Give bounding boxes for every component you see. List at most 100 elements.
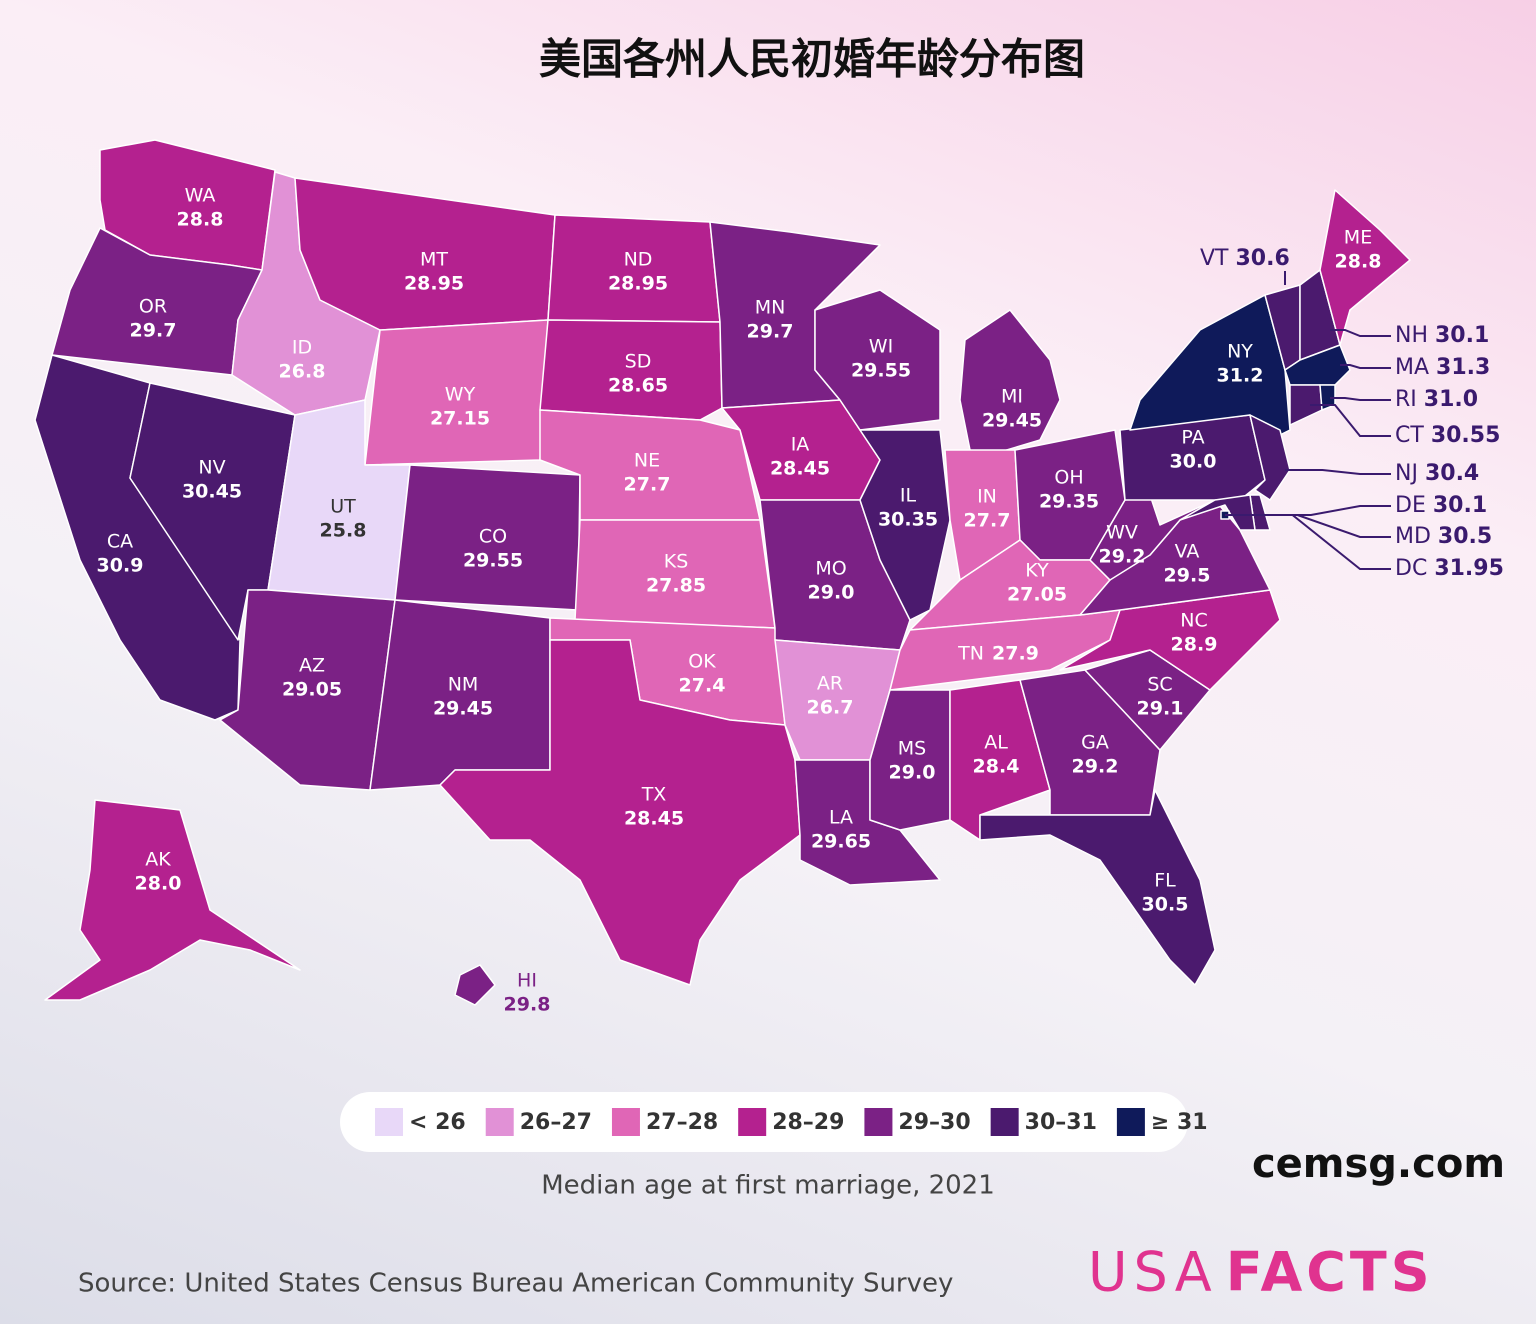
state-value: 28.95	[404, 273, 464, 295]
state	[814, 289, 941, 431]
state-value: 29.65	[811, 831, 871, 853]
state-abbr: GA	[1081, 732, 1109, 754]
state-value: 28.45	[624, 808, 684, 830]
state-value: 29.7	[130, 320, 177, 342]
state-abbr: WA	[185, 185, 216, 207]
state-abbr: SC	[1147, 674, 1172, 696]
state-value: 28.8	[1335, 251, 1382, 273]
legend-swatch	[990, 1108, 1019, 1136]
callout-line	[1262, 505, 1391, 516]
state	[44, 799, 301, 1001]
state-abbr: DC	[1395, 556, 1427, 581]
state-value: 29.5	[1164, 565, 1211, 587]
state-value: 30.6	[1236, 246, 1290, 271]
state-value: 28.4	[973, 756, 1020, 778]
state-value: 30.4	[1425, 461, 1479, 486]
state-value: 26.8	[279, 361, 326, 383]
callout-line	[1330, 329, 1391, 337]
legend-label: ≥ 31	[1151, 1110, 1208, 1135]
state-abbr: OR	[139, 296, 167, 318]
legend-label: 30–31	[1025, 1110, 1097, 1135]
state-value: 27.9	[992, 643, 1039, 665]
state-abbr: HI	[517, 970, 537, 992]
state-abbr: NC	[1180, 610, 1207, 632]
state-value: 25.8	[320, 520, 367, 542]
state-abbr: FL	[1154, 870, 1176, 892]
state-value: 28.95	[608, 273, 668, 295]
state-abbr: MO	[815, 558, 846, 580]
state-value: 28.0	[135, 873, 182, 895]
legend-swatch	[738, 1108, 767, 1136]
state-abbr: MI	[1001, 386, 1023, 408]
state-value: 30.0	[1170, 451, 1217, 473]
state-value: 29.7	[747, 321, 794, 343]
state-value: 30.1	[1433, 493, 1487, 518]
legend-label: 26–27	[520, 1110, 592, 1135]
watermark: cemsg.com	[1252, 1141, 1505, 1187]
legend-label: 28–29	[772, 1110, 844, 1135]
state-value: 28.45	[770, 458, 830, 480]
state-value: 30.1	[1435, 323, 1489, 348]
state	[1059, 589, 1281, 691]
callout-line	[1225, 514, 1391, 570]
state-abbr: TX	[641, 784, 667, 806]
state	[979, 789, 1216, 986]
title: 美国各州人民初婚年龄分布图	[539, 35, 1085, 84]
caption: Median age at first marriage, 2021	[541, 1171, 995, 1201]
state-abbr: AZ	[299, 655, 325, 677]
state-value: 30.35	[878, 509, 938, 531]
state-value: 31.0	[1424, 387, 1478, 412]
state-abbr: WI	[869, 336, 893, 358]
legend-swatch	[864, 1108, 893, 1136]
state-abbr: CT	[1395, 423, 1424, 448]
state-abbr: NV	[198, 457, 225, 479]
callout-line	[1285, 469, 1391, 475]
source: Source: United States Census Bureau Amer…	[78, 1269, 953, 1299]
state-value: 31.3	[1436, 355, 1490, 380]
legend-label: < 26	[409, 1110, 466, 1135]
state-value: 29.35	[1039, 491, 1099, 513]
state-value: 28.9	[1171, 634, 1218, 656]
state-abbr: ND	[624, 249, 653, 271]
state-value: 31.95	[1434, 556, 1504, 581]
state-value: 27.15	[430, 408, 490, 430]
state-abbr: ME	[1344, 227, 1372, 249]
state-abbr: NH	[1395, 323, 1428, 348]
state-value: 29.55	[851, 360, 911, 382]
state-abbr: MN	[755, 297, 786, 319]
state-abbr: MA	[1395, 355, 1429, 380]
state-abbr: IA	[791, 434, 810, 456]
state-value: 29.2	[1099, 546, 1146, 568]
state-abbr: NY	[1227, 341, 1253, 363]
state-abbr: MD	[1395, 524, 1431, 549]
state	[859, 429, 951, 621]
legend-swatch	[1116, 1108, 1145, 1136]
state-abbr: TN	[957, 643, 984, 665]
state-value: 30.5	[1438, 524, 1492, 549]
state	[539, 319, 723, 421]
state-abbr: CA	[107, 531, 133, 553]
state-value: 29.45	[433, 698, 493, 720]
state-value: 27.05	[1007, 584, 1067, 606]
state-abbr: NE	[634, 450, 660, 472]
state-abbr: OK	[688, 651, 716, 673]
state-abbr: IL	[900, 485, 917, 507]
state-value: 29.1	[1137, 698, 1184, 720]
state-value: 30.9	[97, 555, 144, 577]
state-abbr: VA	[1175, 541, 1200, 563]
state-value: 29.45	[982, 410, 1042, 432]
state	[439, 639, 801, 986]
state-abbr: MS	[898, 738, 926, 760]
state-abbr: NJ	[1395, 461, 1418, 486]
state-abbr: KY	[1025, 560, 1049, 582]
state-value: 29.05	[282, 679, 342, 701]
state-abbr: WY	[445, 384, 476, 406]
state-abbr: CO	[479, 526, 507, 548]
state-value: 29.55	[463, 550, 523, 572]
state-abbr: NM	[448, 674, 479, 696]
state-abbr: SD	[625, 351, 652, 373]
state-abbr: IN	[977, 486, 997, 508]
state-value: 31.2	[1217, 365, 1264, 387]
state	[1179, 494, 1256, 531]
